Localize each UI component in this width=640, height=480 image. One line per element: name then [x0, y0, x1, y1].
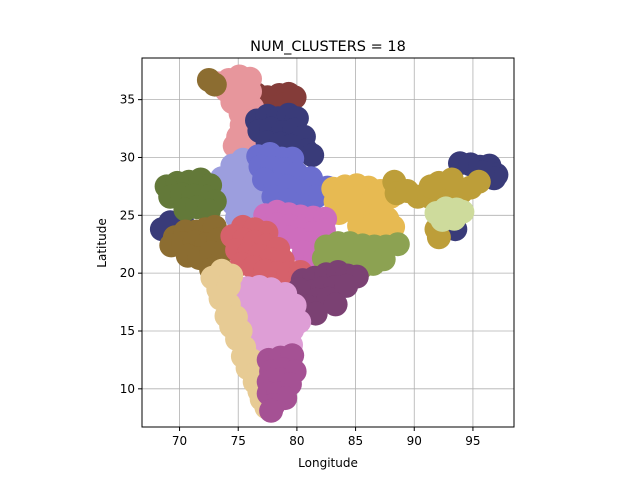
- chart-title: NUM_CLUSTERS = 18: [250, 39, 406, 55]
- y-tick-label: 10: [120, 382, 135, 396]
- y-axis-label: Latitude: [95, 218, 109, 267]
- data-point: [418, 174, 443, 199]
- x-tick-label: 75: [231, 434, 246, 448]
- cluster-16: [200, 258, 279, 420]
- cluster-15: [223, 275, 312, 363]
- y-axis-ticks: 10 15 20 25 30 35: [120, 93, 142, 396]
- data-point: [202, 72, 227, 97]
- y-tick-label: 15: [120, 324, 135, 338]
- x-tick-label: 85: [348, 434, 363, 448]
- data-points: [149, 64, 509, 423]
- data-point: [466, 169, 491, 194]
- x-tick-label: 80: [289, 434, 304, 448]
- x-tick-label: 70: [172, 434, 187, 448]
- data-point: [385, 232, 410, 257]
- data-point: [259, 398, 284, 423]
- cluster-6: [246, 142, 340, 219]
- cluster-9: [424, 196, 475, 232]
- y-tick-label: 20: [120, 266, 135, 280]
- data-point: [300, 143, 325, 168]
- data-point: [334, 273, 359, 298]
- cluster-10: [253, 199, 338, 269]
- data-point: [439, 167, 464, 192]
- cluster-2: [196, 68, 227, 97]
- cluster-12: [220, 214, 313, 286]
- data-point: [323, 292, 348, 317]
- y-tick-label: 25: [120, 208, 135, 222]
- cluster-5: [154, 167, 227, 223]
- x-tick-label: 95: [465, 434, 480, 448]
- data-point: [450, 199, 475, 224]
- y-tick-label: 35: [120, 93, 135, 107]
- x-axis-label: Longitude: [298, 456, 358, 470]
- y-tick-label: 30: [120, 150, 135, 164]
- x-axis-ticks: 70 75 80 85 90 95: [172, 427, 481, 448]
- cluster-14: [287, 260, 369, 326]
- cluster-17: [256, 343, 307, 423]
- data-point: [361, 251, 386, 276]
- x-tick-label: 90: [407, 434, 422, 448]
- plot-frame: [141, 57, 515, 428]
